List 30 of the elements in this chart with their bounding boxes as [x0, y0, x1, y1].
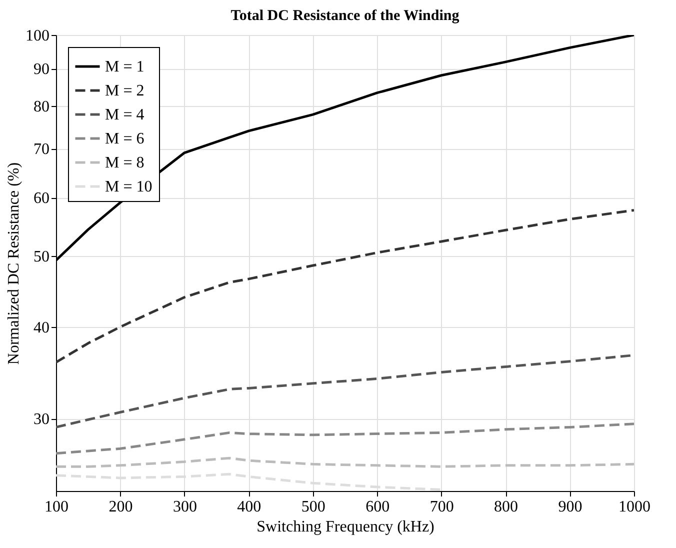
- line-series: [56, 456, 634, 468]
- y-tick-label: 60: [34, 190, 50, 208]
- x-tick-label: 800: [494, 498, 518, 516]
- line-series: [56, 208, 634, 364]
- legend-label: M = 4: [105, 106, 144, 124]
- x-tick-label: 500: [301, 498, 326, 516]
- x-tick-label: 1000: [618, 498, 650, 516]
- y-tick-label: 70: [34, 141, 50, 158]
- legend-label: M = 8: [105, 154, 144, 172]
- y-tick-label: 100: [26, 28, 50, 44]
- y-tick-label: 30: [34, 411, 50, 428]
- x-tick-label: 600: [366, 498, 390, 516]
- y-axis-title: Normalized DC Resistance (%): [6, 162, 22, 365]
- x-axis-title: Switching Frequency (kHz): [256, 518, 434, 536]
- chart-title: Total DC Resistance of the Winding: [230, 8, 460, 24]
- y-tick-label: 80: [34, 98, 50, 116]
- x-tick-label: 300: [172, 498, 197, 516]
- legend-label: M = 10: [105, 178, 152, 196]
- legend-label: M = 2: [105, 82, 144, 100]
- x-tick-label: 100: [44, 498, 68, 516]
- legend-label: M = 1: [105, 58, 144, 76]
- y-tick-label: 40: [34, 319, 50, 336]
- x-tick-label: 200: [108, 498, 133, 516]
- y-tick-label: 50: [34, 248, 50, 266]
- x-tick-label: 700: [430, 498, 454, 516]
- x-tick-label: 400: [237, 498, 262, 516]
- y-tick-label: 90: [34, 61, 50, 78]
- legend-label: M = 6: [105, 130, 144, 148]
- x-tick-label: 900: [558, 498, 582, 516]
- line-series: [56, 422, 634, 455]
